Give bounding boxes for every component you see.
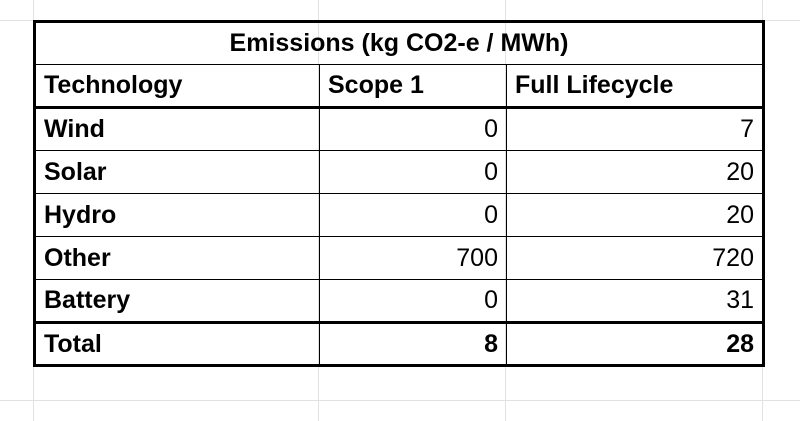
cell-value: 0 xyxy=(319,279,507,323)
data-row: Wind 0 7 xyxy=(34,107,764,151)
row-label: Hydro xyxy=(34,193,320,237)
cell-value: 7 xyxy=(506,107,764,151)
cell-value: 31 xyxy=(506,279,764,323)
total-value: 28 xyxy=(506,321,764,366)
column-header: Technology xyxy=(34,64,320,109)
data-row: Solar 0 20 xyxy=(34,150,764,194)
table-title: Emissions (kg CO2-e / MWh) xyxy=(34,21,764,65)
header-row: Technology Scope 1 Full Lifecycle xyxy=(34,64,764,109)
data-row: Other 700 720 xyxy=(34,236,764,280)
cell-value: 700 xyxy=(319,236,507,280)
row-label: Other xyxy=(34,236,320,280)
cell-value: 0 xyxy=(319,107,507,151)
cell-value: 0 xyxy=(319,150,507,194)
row-label: Total xyxy=(34,321,320,366)
column-header: Scope 1 xyxy=(319,64,507,109)
row-label: Battery xyxy=(34,279,320,323)
column-header: Full Lifecycle xyxy=(506,64,764,109)
total-row: Total 8 28 xyxy=(34,321,764,366)
data-row: Hydro 0 20 xyxy=(34,193,764,237)
cell-value: 0 xyxy=(319,193,507,237)
cell-value: 20 xyxy=(506,150,764,194)
table-body: Emissions (kg CO2-e / MWh) Technology Scop… xyxy=(34,21,764,366)
data-row: Battery 0 31 xyxy=(34,279,764,323)
title-row: Emissions (kg CO2-e / MWh) xyxy=(34,21,764,65)
row-label: Wind xyxy=(34,107,320,151)
total-value: 8 xyxy=(319,321,507,366)
cell-value: 720 xyxy=(506,236,764,280)
cell-value: 20 xyxy=(506,193,764,237)
gridline xyxy=(0,400,800,401)
emissions-table: Emissions (kg CO2-e / MWh) Technology Scop… xyxy=(33,20,765,367)
row-label: Solar xyxy=(34,150,320,194)
